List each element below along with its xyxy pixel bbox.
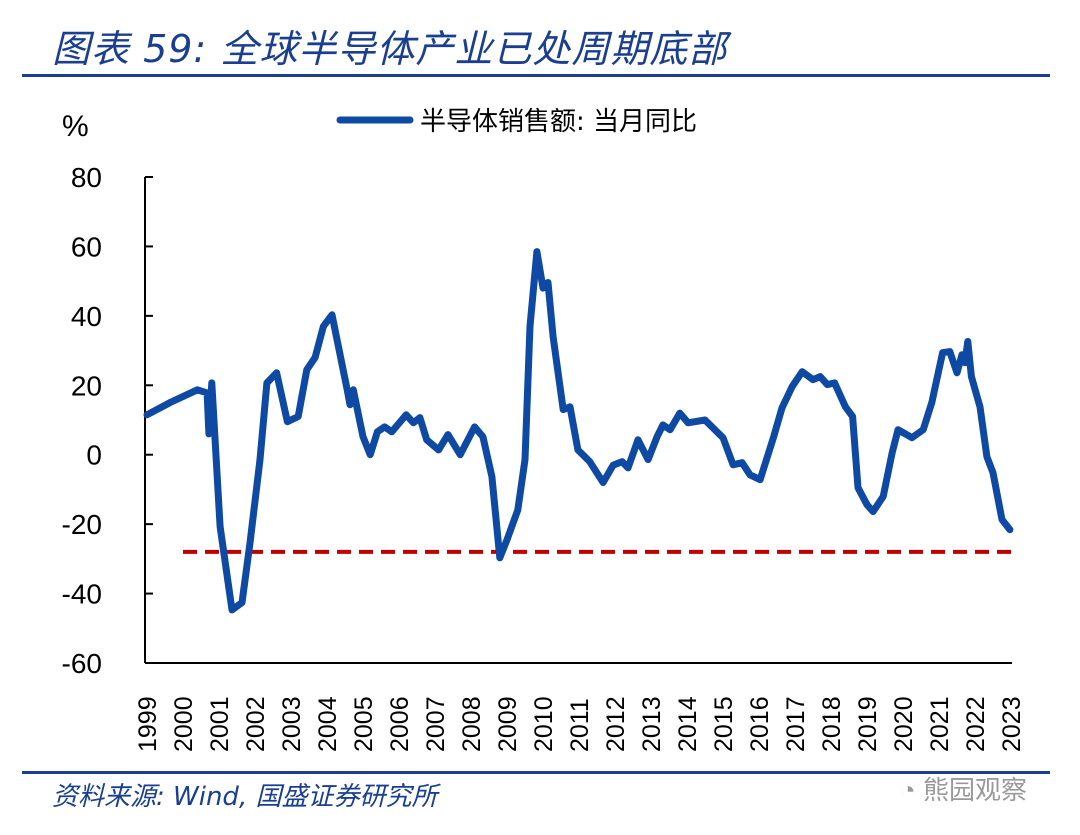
source-note: 资料来源: Wind, 国盛证券研究所 <box>52 782 438 812</box>
x-tick-label: 2010 <box>530 696 558 752</box>
y-tick-label: -40 <box>62 579 102 610</box>
y-tick-label: -60 <box>62 648 102 679</box>
x-tick-label: 2004 <box>314 696 342 752</box>
y-axis-unit: % <box>62 110 89 143</box>
x-tick-label: 2016 <box>746 696 774 752</box>
y-tick-label: 0 <box>86 440 102 471</box>
y-tick-label: 60 <box>71 231 102 262</box>
x-tick-label: 2003 <box>278 696 306 752</box>
footer-divider <box>22 771 1050 774</box>
x-tick-label: 2002 <box>242 696 270 752</box>
x-tick-label: 2000 <box>170 696 198 752</box>
title-divider <box>22 74 1050 77</box>
x-tick-label: 2019 <box>854 696 882 752</box>
x-tick-label: 2015 <box>710 696 738 752</box>
x-tick-label: 2023 <box>998 696 1026 752</box>
legend-label: 半导体销售额: 当月同比 <box>420 107 697 137</box>
y-tick-label: 80 <box>71 162 102 193</box>
x-tick-label: 2020 <box>890 696 918 752</box>
series-line <box>143 248 1014 614</box>
x-tick-label: 2009 <box>494 696 522 752</box>
x-tick-label: 2013 <box>638 696 666 752</box>
chart-marks <box>143 248 1014 614</box>
x-tick-label: 2017 <box>782 696 810 752</box>
wechat-icon: ◔ <box>900 775 916 805</box>
x-tick-label: 2018 <box>818 696 846 752</box>
x-tick-label: 1999 <box>134 696 162 752</box>
y-tick-label: 20 <box>71 370 102 401</box>
x-tick-label: 2022 <box>962 696 990 752</box>
x-tick-label: 2012 <box>602 696 630 752</box>
chart-title: 图表 59: 全球半导体产业已处周期底部 <box>52 27 728 71</box>
x-tick-label: 2006 <box>386 696 414 752</box>
x-tick-label: 2014 <box>674 696 702 752</box>
x-tick-label: 2005 <box>350 696 378 752</box>
y-tick-label: -20 <box>62 509 102 540</box>
axes <box>144 176 1012 664</box>
x-tick-label: 2007 <box>422 696 450 752</box>
x-tick-label: 2011 <box>566 698 594 752</box>
x-tick-label: 2001 <box>206 696 234 752</box>
x-tick-label: 2021 <box>926 696 954 752</box>
y-tick-label: 40 <box>71 301 102 332</box>
watermark-text: 熊园观察 <box>922 775 1027 805</box>
legend: 半导体销售额: 当月同比 <box>336 107 697 137</box>
tick-labels: 80 60 40 20 0 -20 -40 -60 1999 2000 2001 2002 2003 20… <box>62 162 1026 752</box>
watermark: ◔ 熊园观察 <box>900 770 1027 807</box>
x-tick-label: 2008 <box>458 696 486 752</box>
